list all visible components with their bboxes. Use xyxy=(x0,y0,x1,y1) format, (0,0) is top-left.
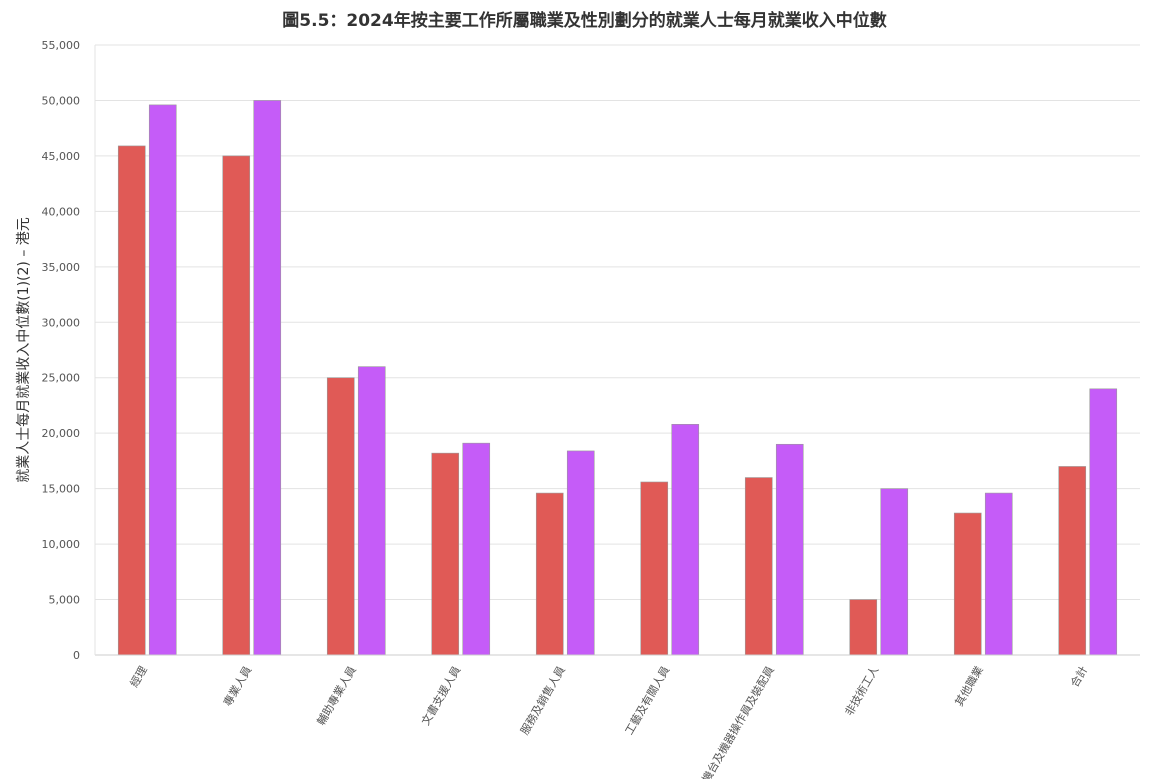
x-tick-label: 非技術工人 xyxy=(843,664,882,718)
bar-series-2[interactable] xyxy=(671,424,700,656)
bar-series-1[interactable] xyxy=(117,145,146,656)
bar-series-2[interactable] xyxy=(357,366,386,656)
bar-series-2[interactable] xyxy=(462,442,491,656)
bar-series-2[interactable] xyxy=(148,104,177,656)
y-tick-label: 5,000 xyxy=(49,594,81,607)
y-tick-label: 55,000 xyxy=(42,39,81,52)
bar-series-2[interactable] xyxy=(984,492,1013,656)
bar-series-2[interactable] xyxy=(775,443,804,656)
x-tick-label: 機台及機器操作員及裝配員 xyxy=(699,664,777,779)
bar-series-1[interactable] xyxy=(849,599,878,656)
y-tick-label: 15,000 xyxy=(42,483,81,496)
x-tick-label: 其他職業 xyxy=(953,664,986,709)
bar-series-2[interactable] xyxy=(566,450,595,656)
bar-series-2[interactable] xyxy=(1089,388,1118,656)
bar-series-1[interactable] xyxy=(1058,466,1087,656)
bar-series-1[interactable] xyxy=(326,377,355,656)
bar-series-1[interactable] xyxy=(953,512,982,656)
y-tick-label: 20,000 xyxy=(42,427,81,440)
x-tick-label: 合計 xyxy=(1067,664,1090,690)
x-tick-label: 專業人員 xyxy=(221,664,254,709)
chart-title: 圖5.5：2024年按主要工作所屬職業及性別劃分的就業人士每月就業收入中位數 xyxy=(282,11,887,31)
y-tick-label: 50,000 xyxy=(42,94,81,107)
bar-series-1[interactable] xyxy=(744,477,773,656)
bar-series-2[interactable] xyxy=(253,100,282,656)
bar-series-1[interactable] xyxy=(222,155,251,656)
bars xyxy=(117,100,1118,656)
x-tick-label: 經理 xyxy=(127,664,150,690)
bar-series-1[interactable] xyxy=(640,481,669,656)
y-tick-label: 10,000 xyxy=(42,538,81,551)
y-tick-label: 0 xyxy=(73,649,80,662)
y-tick-label: 30,000 xyxy=(42,316,81,329)
x-tick-label: 工藝及有關人員 xyxy=(622,664,673,738)
gridlines xyxy=(95,44,1140,601)
y-tick-label: 40,000 xyxy=(42,205,81,218)
x-tick-label: 輔助專業人員 xyxy=(314,664,359,728)
y-tick-label: 45,000 xyxy=(42,150,81,163)
y-tick-label: 35,000 xyxy=(42,261,81,274)
bar-series-1[interactable] xyxy=(535,492,564,656)
x-tick-labels: 經理 專業人員 輔助專業人員 文書支援人員 服務及銷售人員 工藝及有關人員 機台及機器操作員… xyxy=(127,664,1091,779)
x-tick-label: 文書支援人員 xyxy=(418,664,463,728)
y-tick-labels: 0 5,000 10,000 15,000 20,000 25,000 30,000 35,0… xyxy=(42,39,81,662)
bar-series-2[interactable] xyxy=(880,488,909,656)
x-tick-label: 服務及銷售人員 xyxy=(517,664,568,738)
bar-series-1[interactable] xyxy=(431,452,460,656)
y-tick-label: 25,000 xyxy=(42,372,81,385)
